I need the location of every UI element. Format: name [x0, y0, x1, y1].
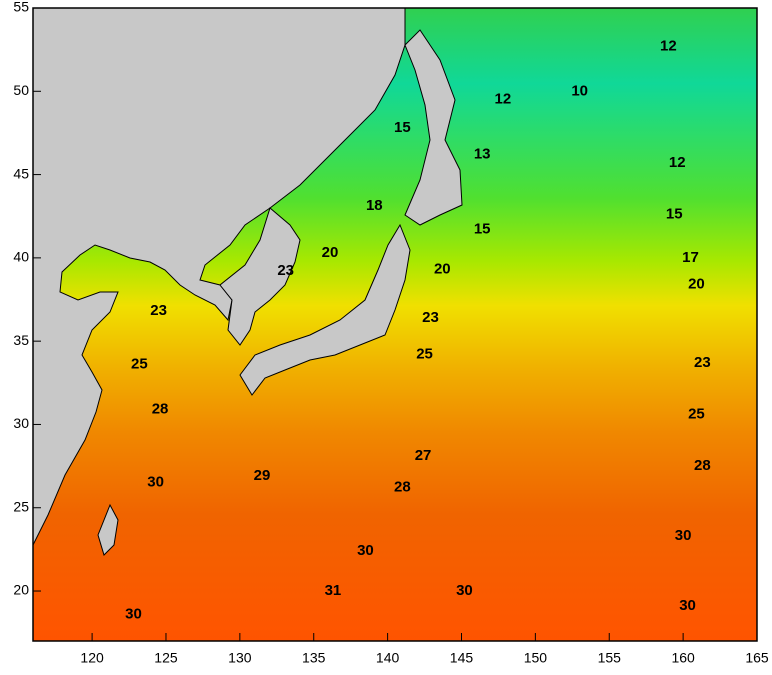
y-tick-label: 20 — [13, 582, 29, 598]
contour-label: 27 — [415, 447, 432, 464]
contour-label: 30 — [147, 474, 164, 491]
contour-label: 25 — [416, 345, 433, 362]
contour-label: 20 — [688, 275, 705, 292]
contour-label: 30 — [357, 542, 374, 559]
contour-label: 28 — [694, 457, 711, 474]
frame — [32, 7, 758, 642]
contour-label: 30 — [675, 527, 692, 544]
contour-label: 12 — [495, 91, 512, 108]
mainland — [33, 8, 406, 546]
contour-label: 20 — [434, 260, 451, 277]
contour-label: 12 — [669, 154, 686, 171]
hokkaido-sakhalin — [404, 29, 463, 226]
x-tick-label: 130 — [228, 650, 252, 666]
y-tick-label: 45 — [13, 165, 29, 181]
x-tick-label: 155 — [598, 650, 622, 666]
contour-label: 28 — [394, 479, 411, 496]
contour-label: 15 — [394, 119, 411, 136]
contour-label: 29 — [254, 467, 271, 484]
contour-label: 10 — [571, 82, 588, 99]
y-tick-label: 40 — [13, 249, 29, 265]
y-tick-label: 50 — [13, 82, 29, 98]
contour-label: 15 — [474, 221, 491, 238]
y-tick-label: 30 — [13, 415, 29, 431]
x-tick-label: 125 — [154, 650, 178, 666]
y-tick-label: 55 — [13, 0, 29, 15]
contour-label: 23 — [277, 262, 294, 279]
contour-label: 15 — [666, 206, 683, 223]
x-tick-label: 165 — [745, 650, 769, 666]
contour-label: 30 — [456, 582, 473, 599]
map-area — [33, 8, 757, 641]
contour-label: 23 — [150, 302, 167, 319]
x-tick-label: 150 — [524, 650, 548, 666]
x-tick-label: 140 — [376, 650, 400, 666]
contour-label: 31 — [325, 582, 342, 599]
y-tick-label: 25 — [13, 498, 29, 514]
x-tick-label: 160 — [671, 650, 695, 666]
contour-label: 18 — [366, 197, 383, 214]
y-tick-label: 35 — [13, 332, 29, 348]
contour-label: 28 — [152, 400, 169, 417]
contour-label: 30 — [125, 605, 142, 622]
contour-label: 17 — [682, 249, 699, 266]
x-tick-label: 145 — [450, 650, 474, 666]
contour-label: 25 — [131, 355, 148, 372]
x-tick-label: 135 — [302, 650, 326, 666]
taiwan — [97, 503, 119, 556]
contour-label: 30 — [679, 597, 696, 614]
contour-label: 12 — [660, 37, 677, 54]
contour-label: 23 — [422, 309, 439, 326]
contour-label: 23 — [694, 354, 711, 371]
x-tick-label: 120 — [80, 650, 104, 666]
contour-label: 25 — [688, 405, 705, 422]
contour-label: 13 — [474, 146, 491, 163]
japan — [239, 223, 411, 396]
korea — [219, 207, 301, 346]
contour-label: 20 — [322, 244, 339, 261]
